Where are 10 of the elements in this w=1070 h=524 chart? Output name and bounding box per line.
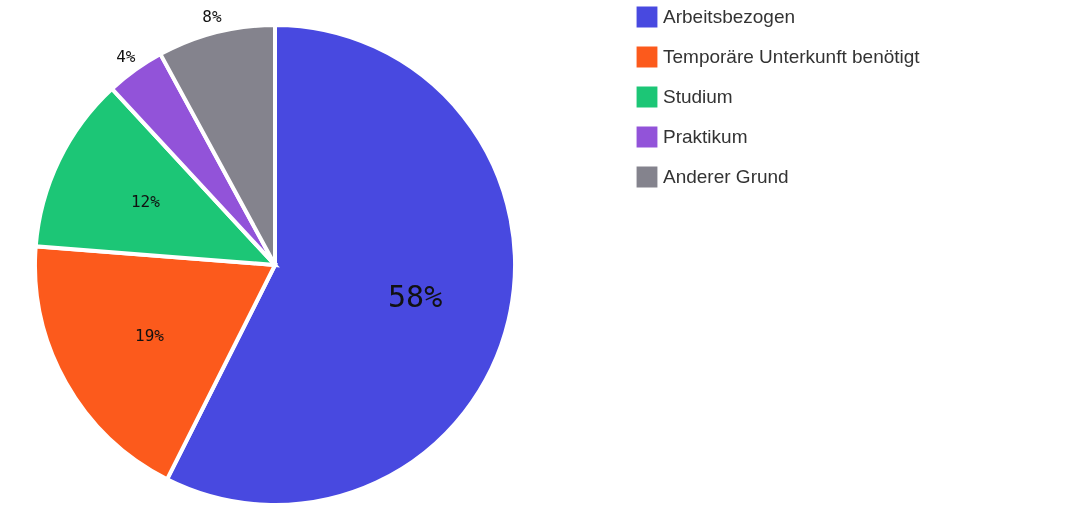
legend-label: Arbeitsbezogen xyxy=(663,6,796,27)
data-label: 12% xyxy=(130,192,161,212)
legend-label: Studium xyxy=(663,86,733,107)
legend-label: Temporäre Unterkunft benötigt xyxy=(663,46,921,67)
legend-label: Praktikum xyxy=(663,126,748,147)
data-label: 58% xyxy=(388,279,443,315)
legend-label: Anderer Grund xyxy=(663,166,789,187)
data-label: 4% xyxy=(116,46,136,66)
data-label: 8% xyxy=(202,6,222,26)
data-label: 19% xyxy=(135,325,165,345)
